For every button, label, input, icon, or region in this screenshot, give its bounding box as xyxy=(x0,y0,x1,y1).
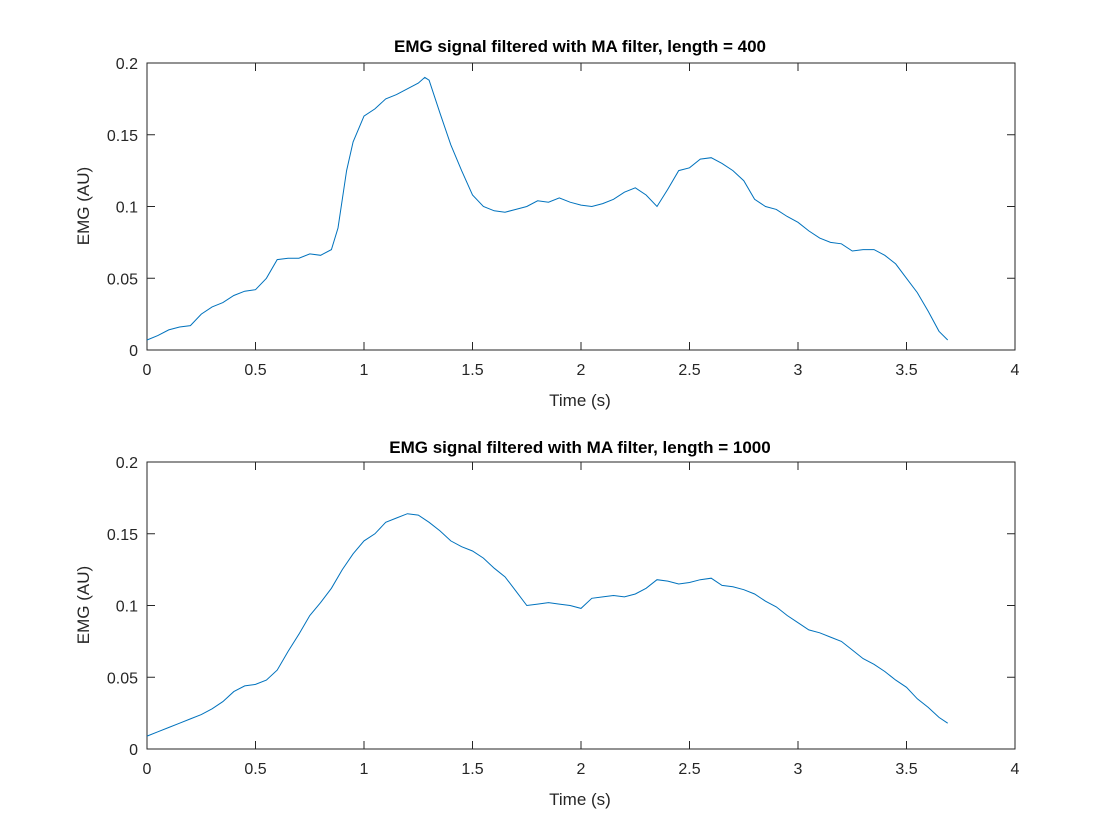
x-tick-label: 4 xyxy=(1011,362,1020,379)
y-axis-label: EMG (AU) xyxy=(74,167,93,245)
x-tick-label: 0 xyxy=(143,362,152,379)
plot-area xyxy=(146,62,1016,351)
series-line xyxy=(146,76,949,341)
x-axis-label: Time (s) xyxy=(549,790,611,809)
x-tick-label: 0.5 xyxy=(244,761,266,778)
y-tick-label: 0.1 xyxy=(116,200,138,217)
x-tick-label: 1.5 xyxy=(461,761,483,778)
y-tick-label: 0.1 xyxy=(116,599,138,616)
y-tick-label: 0.15 xyxy=(107,128,138,145)
x-tick-label: 2.5 xyxy=(678,761,700,778)
axis-ticks: 0 0.5 1 1.5 2 2.5 3 3.5 4 0 0.05 0.1 0.15 0.2 xyxy=(107,56,1020,379)
y-tick-label: 0 xyxy=(129,742,138,759)
y-axis-label: EMG (AU) xyxy=(74,566,93,644)
x-tick-label: 2 xyxy=(577,362,586,379)
x-tick-label: 1 xyxy=(360,761,369,778)
x-tick-label: 1 xyxy=(360,362,369,379)
series-line xyxy=(146,513,948,737)
x-tick-label: 2 xyxy=(577,761,586,778)
x-tick-label: 0 xyxy=(143,761,152,778)
plot-area xyxy=(146,461,1016,750)
y-tick-label: 0.15 xyxy=(107,527,138,544)
x-axis-label: Time (s) xyxy=(549,391,611,410)
x-tick-label: 0.5 xyxy=(244,362,266,379)
x-tick-label: 3.5 xyxy=(895,362,917,379)
y-tick-label: 0.05 xyxy=(107,670,138,687)
subplot-bottom: EMG signal filtered with MA filter, leng… xyxy=(74,438,1020,809)
y-tick-label: 0.2 xyxy=(116,56,138,73)
y-tick-label: 0 xyxy=(129,343,138,360)
x-tick-label: 3.5 xyxy=(895,761,917,778)
x-tick-label: 3 xyxy=(794,761,803,778)
x-tick-label: 3 xyxy=(794,362,803,379)
chart-title: EMG signal filtered with MA filter, leng… xyxy=(394,37,766,56)
axis-ticks: 0 0.5 1 1.5 2 2.5 3 3.5 4 0 0.05 0.1 0.15 0.2 xyxy=(107,455,1020,778)
y-tick-label: 0.05 xyxy=(107,271,138,288)
x-tick-label: 2.5 xyxy=(678,362,700,379)
subplot-top: EMG signal filtered with MA filter, leng… xyxy=(74,37,1020,410)
y-tick-label: 0.2 xyxy=(116,455,138,472)
x-tick-label: 4 xyxy=(1011,761,1020,778)
x-tick-label: 1.5 xyxy=(461,362,483,379)
chart-title: EMG signal filtered with MA filter, leng… xyxy=(389,438,770,457)
